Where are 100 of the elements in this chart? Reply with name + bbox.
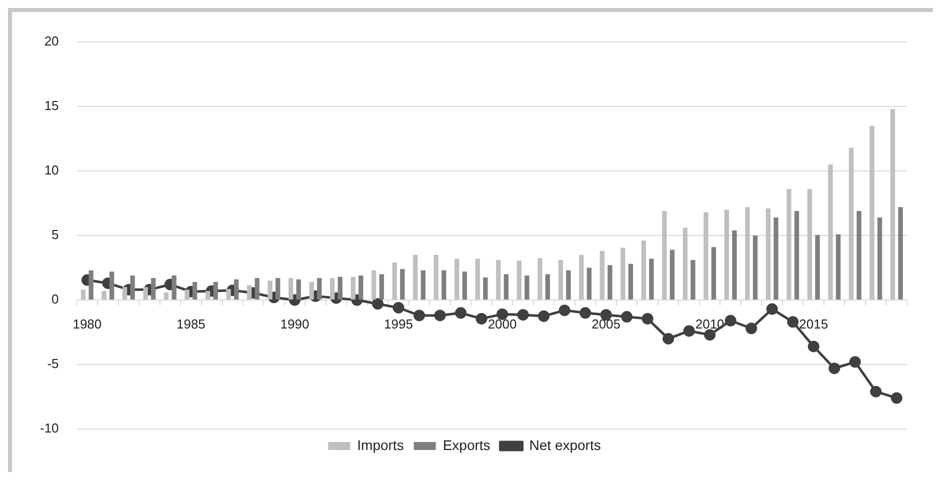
point (662, 332, 674, 344)
point (455, 307, 467, 319)
bar (898, 207, 903, 300)
bar (454, 258, 460, 300)
point (517, 309, 529, 321)
x-tick-label: 2015 (799, 316, 828, 332)
y-tick-label: 20 (44, 34, 59, 49)
bar (504, 274, 508, 300)
bar (579, 254, 584, 300)
bar (690, 260, 696, 300)
bar (586, 268, 592, 300)
point (704, 329, 716, 341)
bar (317, 278, 322, 300)
x-tick-label: 2000 (488, 316, 517, 332)
bar (856, 210, 862, 300)
bar (254, 278, 260, 300)
bar (350, 276, 356, 300)
bar (724, 210, 730, 300)
bar (786, 189, 792, 300)
bar (130, 275, 135, 300)
point (496, 308, 508, 320)
y-tick-label: 0 (52, 292, 59, 307)
bar (80, 290, 86, 300)
bar (774, 217, 778, 300)
bar (524, 275, 530, 300)
bar (496, 260, 501, 300)
point (392, 302, 404, 314)
x-tick-label: 1990 (280, 316, 310, 332)
bar (766, 208, 771, 300)
bar (641, 240, 646, 300)
bar (620, 248, 626, 300)
bar (608, 265, 612, 300)
point (642, 312, 654, 324)
bar (628, 264, 634, 300)
bar (164, 292, 169, 300)
bar (848, 148, 854, 300)
point (414, 310, 425, 322)
bar (558, 260, 563, 300)
point (766, 303, 778, 315)
bar (276, 278, 280, 300)
point (808, 340, 820, 352)
bar (516, 260, 522, 300)
bar (172, 275, 176, 300)
bar (358, 275, 364, 300)
y-tick-label: 5 (52, 227, 59, 242)
bar (745, 207, 750, 300)
bar (213, 282, 218, 300)
bar (330, 278, 335, 300)
legend-label: Net exports (529, 436, 601, 453)
bar (662, 210, 667, 300)
point (746, 322, 758, 334)
point (828, 362, 840, 374)
bar (566, 270, 571, 300)
bar (296, 279, 301, 300)
legend-label: Imports (357, 436, 404, 453)
bar (836, 234, 841, 300)
bar (400, 269, 405, 300)
bar (794, 210, 800, 300)
bar (752, 236, 758, 300)
bar (420, 270, 426, 300)
point (580, 307, 592, 319)
bar (88, 270, 94, 300)
bar (413, 254, 418, 300)
point (724, 314, 736, 326)
point (683, 325, 695, 337)
y-tick-label: -5 (47, 356, 59, 372)
x-tick-label: 1995 (384, 316, 413, 332)
bar (828, 164, 833, 300)
bar (434, 254, 438, 300)
bar (192, 282, 198, 300)
bar (234, 279, 239, 300)
point (476, 312, 488, 324)
bar (600, 250, 604, 300)
point (849, 356, 861, 368)
point (870, 386, 882, 398)
bar (890, 109, 896, 300)
point (434, 310, 446, 322)
bar (226, 289, 231, 300)
bar (205, 290, 210, 300)
bar (288, 278, 294, 300)
point (787, 316, 799, 328)
point (558, 304, 570, 316)
bar (807, 189, 812, 300)
bar (442, 270, 446, 300)
bar (184, 290, 190, 300)
y-tick-label: 10 (44, 162, 59, 178)
bar (379, 274, 384, 300)
bar (711, 247, 716, 300)
x-tick-label: 1985 (176, 316, 206, 332)
bar (670, 250, 675, 300)
bar (704, 212, 708, 300)
bar (462, 272, 467, 300)
bar (150, 278, 156, 300)
y-tick-label: -10 (40, 420, 59, 436)
legend-label: Exports (442, 436, 490, 453)
bar (309, 282, 314, 300)
y-tick-label: 15 (44, 98, 59, 114)
point (372, 298, 384, 310)
bar (649, 258, 654, 300)
x-tick-label: 2005 (592, 316, 621, 332)
